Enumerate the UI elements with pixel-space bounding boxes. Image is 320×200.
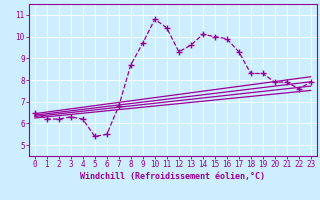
X-axis label: Windchill (Refroidissement éolien,°C): Windchill (Refroidissement éolien,°C) [80, 172, 265, 181]
